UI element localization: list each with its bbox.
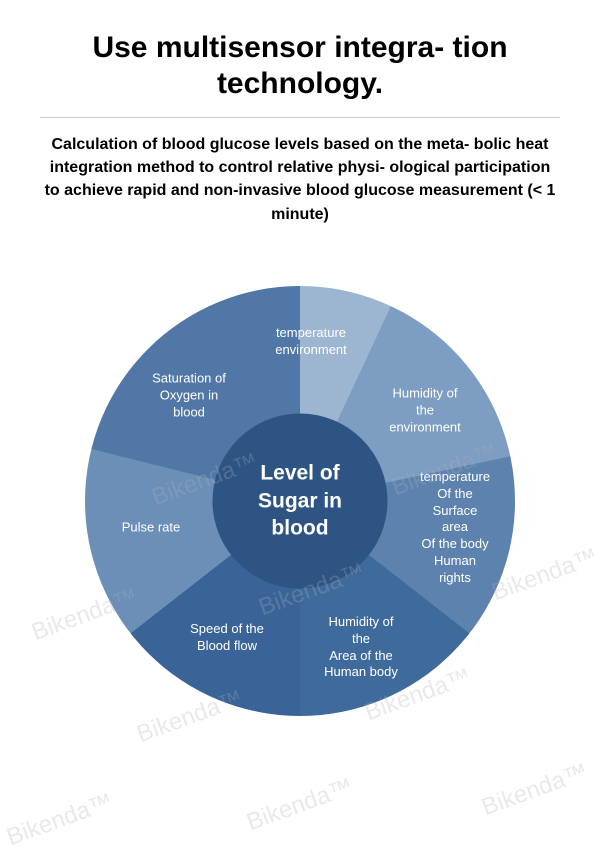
donut-center-label: Level of Sugar in blood [213,413,388,588]
page-title: Use multisensor integra- tion technology… [0,0,600,117]
title-divider [40,117,560,118]
watermark-text: Bikenda™ [478,758,592,822]
donut-chart: Level of Sugar in blood temperature envi… [85,286,515,716]
watermark-text: Bikenda™ [3,788,117,852]
watermark-text: Bikenda™ [243,773,357,837]
page-subtitle: Calculation of blood glucose levels base… [0,133,600,256]
